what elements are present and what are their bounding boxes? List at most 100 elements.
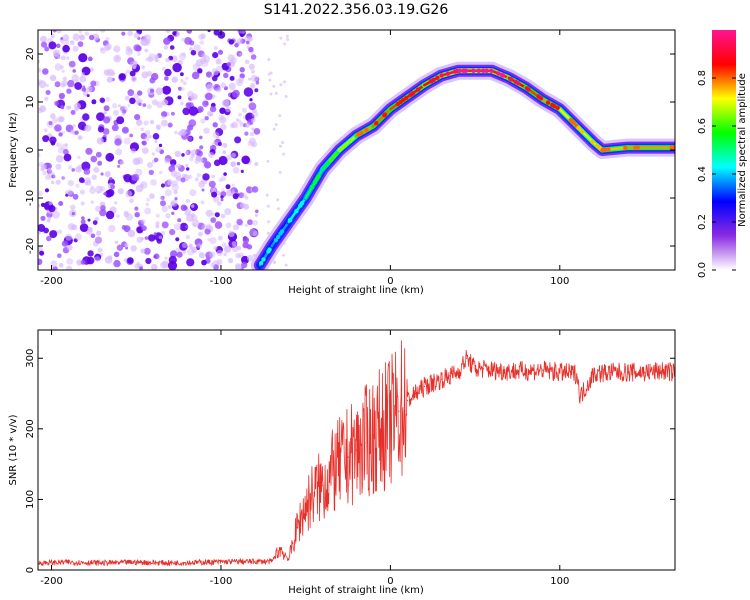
ridge-blob: [457, 68, 462, 74]
noise-speck: [284, 95, 288, 98]
noise-speck: [137, 52, 141, 56]
noise-speck: [140, 127, 144, 132]
noise-speck: [253, 127, 261, 135]
noise-speck: [201, 188, 205, 192]
noise-speck: [90, 155, 98, 163]
noise-speck: [213, 264, 219, 270]
snr-point: [423, 385, 425, 388]
noise-speck: [255, 81, 260, 85]
spectrogram-y-axis: -20 -10 0 10 20: [25, 48, 675, 254]
noise-speck: [48, 121, 53, 126]
noise-speck: [155, 221, 160, 226]
noise-speck: [241, 261, 248, 269]
noise-speck: [219, 107, 226, 114]
spectrogram-x-axis: -200 -100 0 100: [40, 30, 569, 287]
noise-speck: [267, 58, 271, 62]
noise-speck: [140, 184, 144, 188]
noise-speck: [57, 229, 63, 234]
snr-point: [67, 561, 70, 563]
noise-speck: [221, 188, 225, 192]
noise-speck: [62, 176, 66, 180]
noise-speck: [188, 119, 197, 127]
noise-speck: [209, 251, 216, 258]
noise-speck: [100, 30, 106, 33]
noise-speck: [225, 222, 232, 228]
colorbar-ticks: 0.0 0.2 0.4 0.6 0.8: [697, 70, 736, 278]
ridge-blob: [309, 185, 315, 190]
noise-speck: [94, 236, 103, 244]
noise-speck: [134, 212, 140, 218]
snr-point: [440, 378, 442, 380]
noise-speck: [205, 71, 213, 78]
noise-speck: [44, 96, 49, 101]
noise-speck: [242, 241, 249, 249]
noise-speck: [97, 160, 103, 166]
noise-speck: [140, 38, 149, 46]
ridge-blob: [374, 121, 379, 126]
noise-speck: [49, 74, 57, 82]
noise-speck: [232, 193, 239, 200]
noise-speck: [144, 207, 152, 215]
noise-speck: [215, 86, 222, 93]
noise-speck: [115, 56, 120, 60]
noise-speck: [176, 251, 183, 258]
noise-speck: [206, 224, 212, 230]
noise-speck: [186, 214, 194, 222]
noise-speck: [177, 218, 182, 223]
noise-speck: [103, 116, 111, 124]
noise-speck: [66, 88, 72, 94]
noise-speck: [96, 230, 102, 236]
noise-speck: [127, 30, 133, 37]
snr-point: [449, 375, 451, 377]
noise-speck: [177, 86, 182, 91]
noise-speck: [165, 30, 171, 33]
snr-y-tick-label: 200: [25, 419, 36, 438]
snr-x-tick-label: 0: [387, 576, 393, 587]
noise-speck: [162, 67, 166, 71]
noise-speck: [60, 105, 65, 110]
spectrogram-y-tick-label: -10: [25, 190, 36, 206]
noise-speck: [204, 228, 211, 235]
spectrogram-y-tick-label: 10: [25, 96, 36, 109]
ridge-blob: [348, 138, 353, 144]
noise-speck: [55, 163, 62, 170]
ridge-blob: [461, 68, 466, 74]
noise-speck: [77, 164, 83, 169]
snr-point: [432, 382, 434, 384]
noise-speck: [129, 97, 136, 105]
noise-speck: [80, 219, 86, 225]
noise-speck: [113, 251, 120, 258]
noise-speck: [138, 102, 142, 107]
ridge-blob: [273, 238, 279, 243]
noise-speck: [74, 130, 79, 135]
noise-speck: [249, 132, 254, 137]
noise-speck: [278, 170, 282, 174]
noise-speck: [66, 244, 73, 251]
noise-speck: [134, 114, 141, 121]
noise-speck: [208, 180, 216, 188]
noise-speck: [231, 245, 239, 253]
noise-speck: [282, 253, 286, 257]
noise-speck: [216, 135, 220, 139]
snr-point: [491, 369, 493, 371]
noise-speck: [61, 83, 66, 88]
ridge-blob: [606, 147, 611, 152]
noise-speck: [276, 207, 280, 211]
noise-speck: [104, 256, 113, 264]
ridge-blob: [481, 68, 486, 74]
noise-speck: [150, 179, 157, 186]
noise-speck: [160, 183, 166, 188]
noise-speck: [144, 48, 149, 53]
noise-speck: [174, 197, 178, 201]
noise-speck: [194, 238, 203, 247]
noise-speck: [42, 135, 50, 143]
noise-speck: [170, 250, 178, 258]
noise-speck: [145, 202, 149, 206]
noise-speck: [129, 133, 134, 138]
noise-speck: [239, 121, 245, 127]
noise-speck: [251, 110, 259, 118]
noise-speck: [231, 121, 239, 129]
colorbar-tick-label: 0.8: [697, 70, 708, 86]
snr-y-tick-label: 100: [25, 490, 36, 509]
ridge-blob: [484, 68, 489, 74]
